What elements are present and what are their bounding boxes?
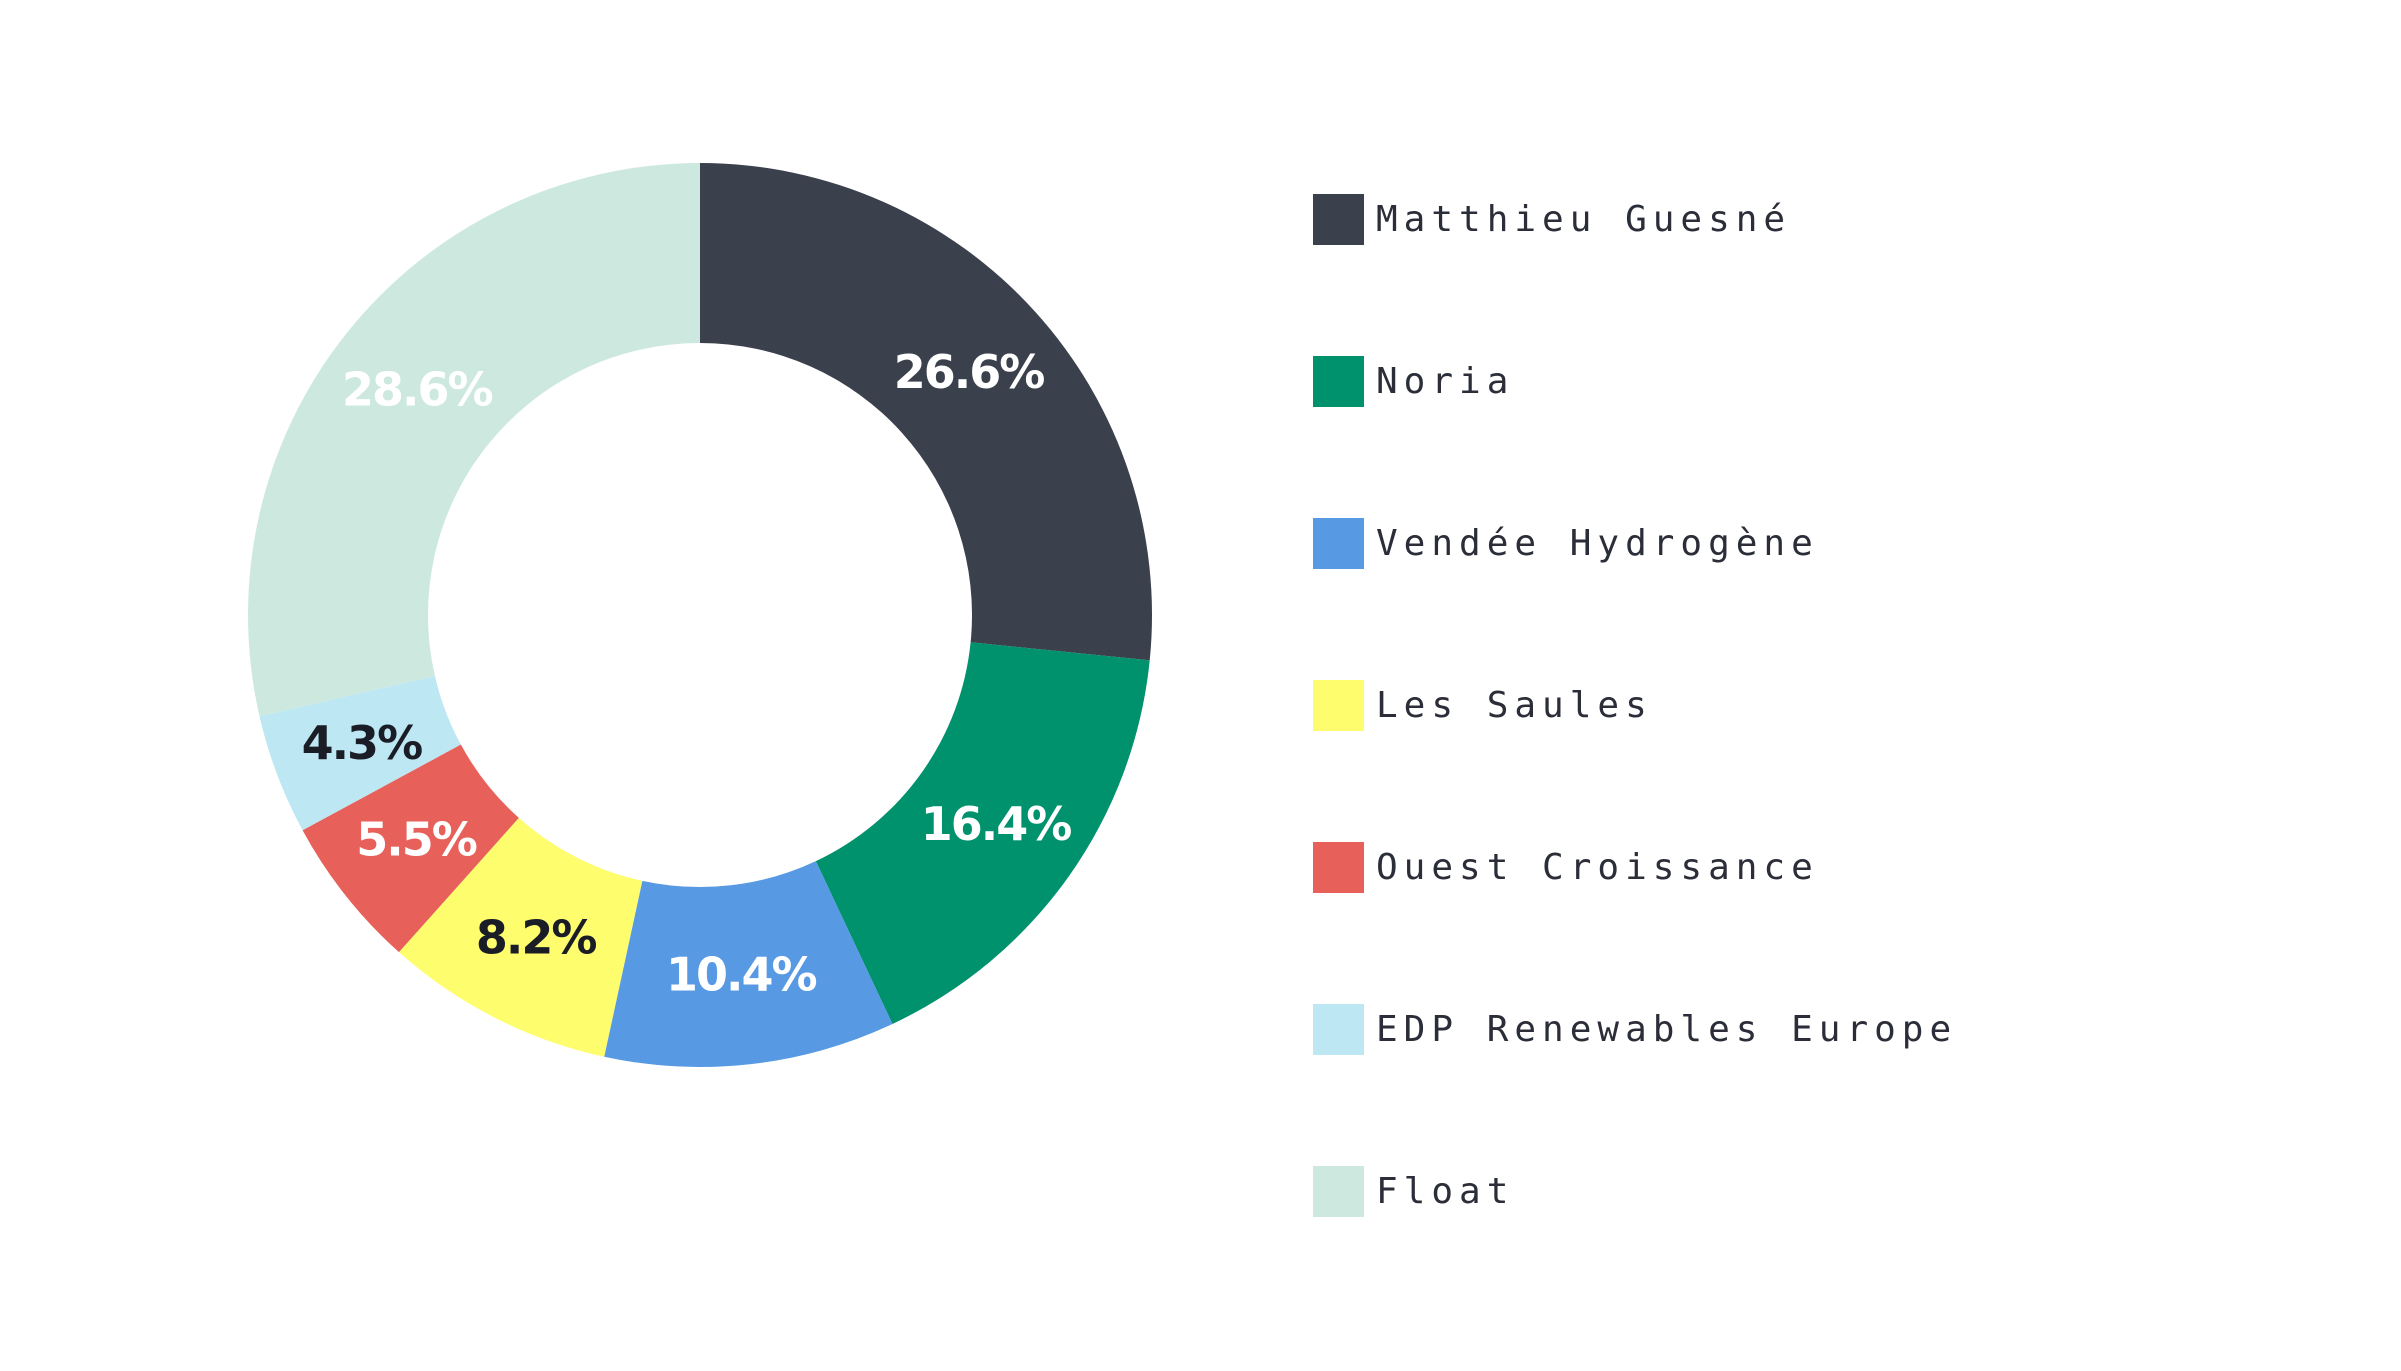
legend-swatch — [1313, 679, 1364, 731]
slice-ouest-croissance — [302, 744, 519, 953]
legend-label: Matthieu Guesné — [1376, 198, 1792, 240]
legend-label: EDP Renewables Europe — [1376, 1008, 1958, 1050]
legend-swatch — [1313, 355, 1364, 407]
legend-item-matthieu-guesne: Matthieu Guesné — [1313, 192, 1791, 246]
legend-swatch — [1313, 841, 1364, 893]
slice-label-ouest-croissance: 5.5% — [356, 813, 476, 867]
legend-swatch — [1313, 1165, 1364, 1217]
legend-label: Float — [1376, 1170, 1515, 1212]
legend-swatch — [1313, 193, 1364, 245]
legend-item-edp-renewables-europe: EDP Renewables Europe — [1313, 1002, 1957, 1056]
slice-label-les-saules: 8.2% — [476, 911, 596, 965]
legend-item-les-saules: Les Saules — [1313, 678, 1653, 732]
slice-label-matthieu-guesne: 26.6% — [894, 345, 1044, 399]
legend-item-noria: Noria — [1313, 354, 1514, 408]
slice-float — [248, 163, 701, 717]
legend-item-float: Float — [1313, 1164, 1514, 1218]
legend-item-vendee-hydrogene: Vendée Hydrogène — [1313, 516, 1819, 570]
legend-item-ouest-croissance: Ouest Croissance — [1313, 840, 1819, 894]
slice-label-noria: 16.4% — [921, 797, 1071, 851]
slice-labels: 26.6% 16.4% 10.4% 8.2%5.5% 4.3% 28.6% — [302, 345, 1074, 1002]
legend-label: Les Saules — [1376, 684, 1653, 726]
slice-noria — [815, 642, 1150, 1024]
legend-swatch — [1313, 517, 1364, 569]
slice-matthieu-guesne — [700, 163, 1153, 661]
slice-label-float: 28.6% — [342, 363, 492, 417]
legend-label: Vendée Hydrogène — [1376, 522, 1819, 564]
slice-vendee-hydrogene — [604, 861, 893, 1067]
slice-edp-renewables-europe — [259, 676, 461, 831]
slice-les-saules — [398, 817, 643, 1057]
legend-label: Ouest Croissance — [1376, 846, 1819, 888]
legend-label: Noria — [1376, 360, 1515, 402]
legend-swatch — [1313, 1003, 1364, 1055]
slice-label-edp-renewables-europe: 4.3% — [302, 716, 422, 770]
slice-label-vendee-hydrogene: 10.4% — [666, 948, 816, 1002]
donut-slices — [248, 163, 1153, 1067]
